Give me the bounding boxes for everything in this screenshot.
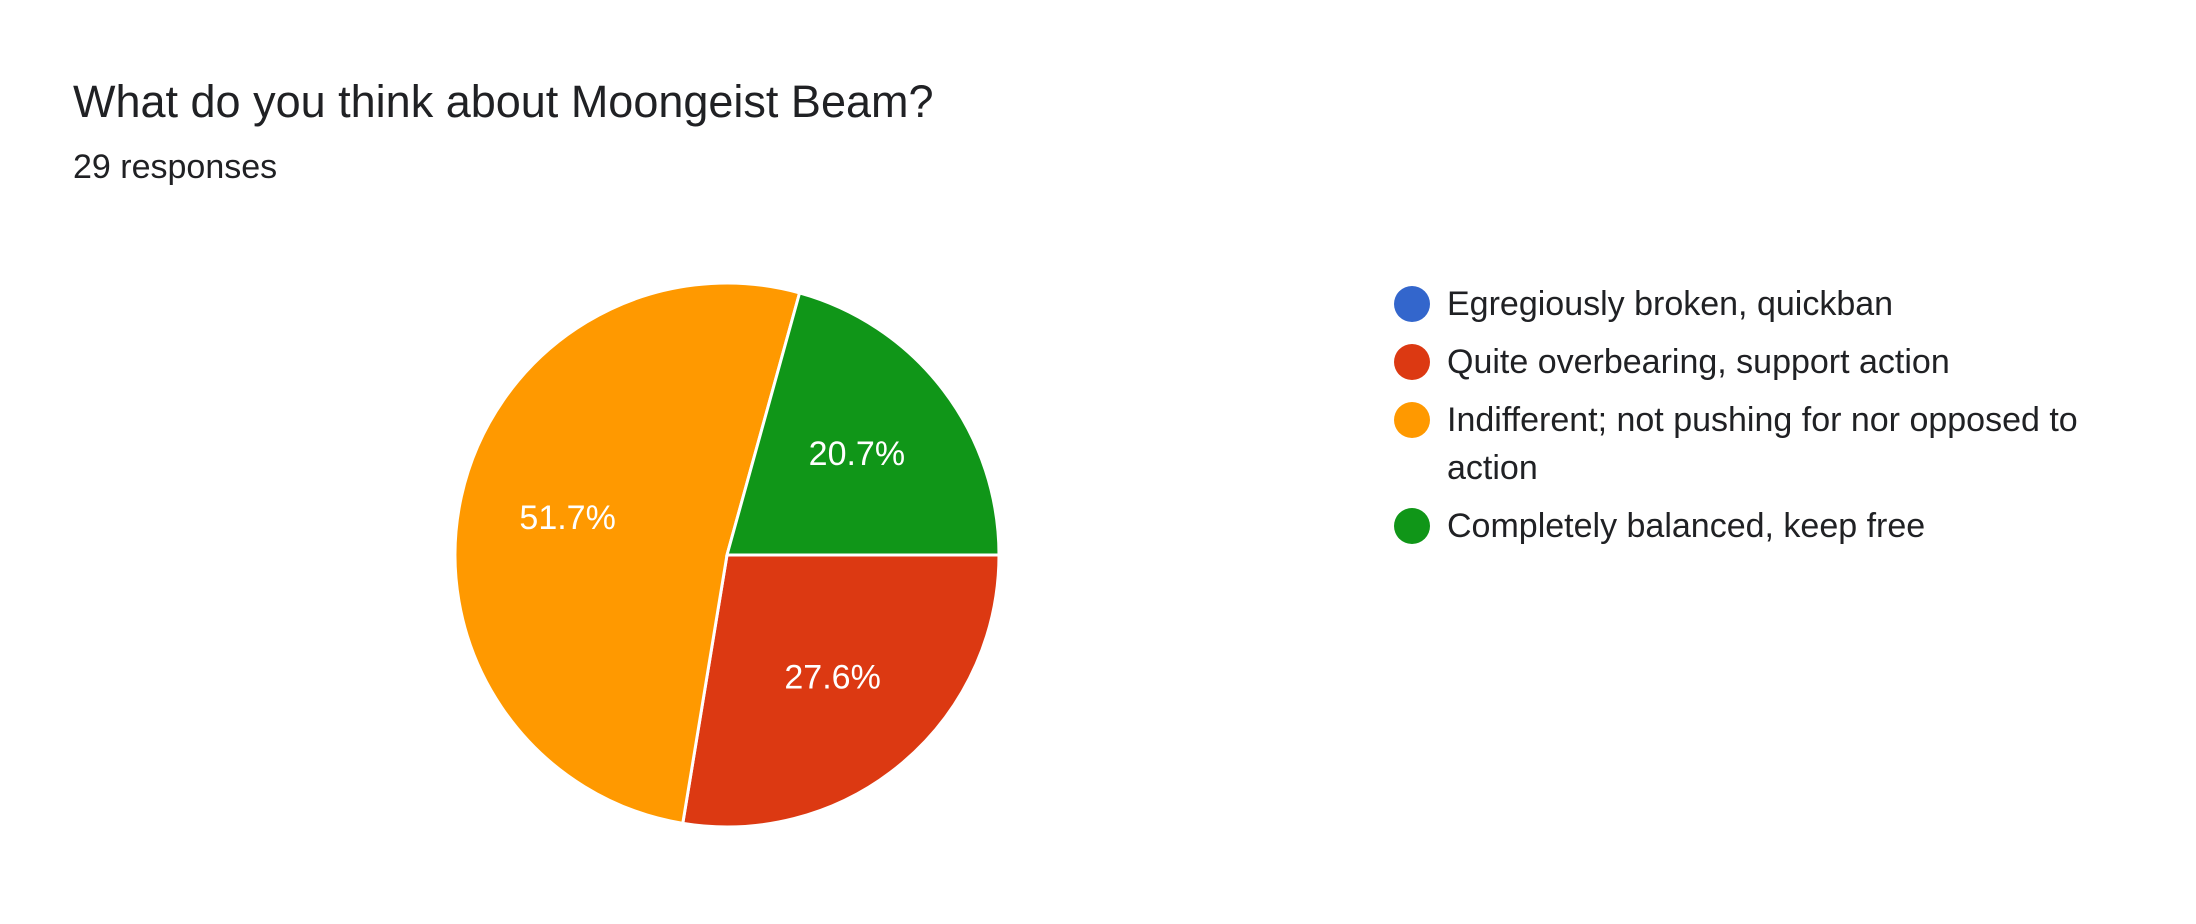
legend-swatch (1394, 402, 1430, 438)
pie-slice (725, 291, 1001, 557)
legend-swatch (1394, 286, 1430, 322)
slice-label: 27.6% (784, 658, 880, 696)
legend-swatch (1394, 344, 1430, 380)
legend-label: Indifferent; not pushing for nor opposed… (1447, 401, 2078, 487)
legend-label: Egregiously broken, quickban (1447, 285, 1894, 323)
legend-swatch (1394, 508, 1430, 544)
slice-label: 51.7% (519, 499, 615, 537)
legend-item: Egregiously broken, quickban (1394, 280, 2137, 328)
chart-subtitle: 29 responses (73, 148, 278, 186)
legend-item: Quite overbearing, support action (1394, 338, 2137, 386)
legend-item: Completely balanced, keep free (1394, 502, 2137, 550)
pie-chart: 27.6% 51.7% 20.7% (453, 281, 1001, 829)
legend-label: Quite overbearing, support action (1447, 343, 1950, 381)
slice-label: 20.7% (809, 435, 905, 473)
legend-item: Indifferent; not pushing for nor opposed… (1394, 396, 2137, 492)
pie-slice (681, 553, 1001, 829)
pie-slice (453, 281, 802, 826)
legend-label: Completely balanced, keep free (1447, 507, 1926, 545)
chart-title: What do you think about Moongeist Beam? (73, 76, 934, 127)
legend: Egregiously broken, quickban Quite overbe… (1394, 280, 2184, 560)
